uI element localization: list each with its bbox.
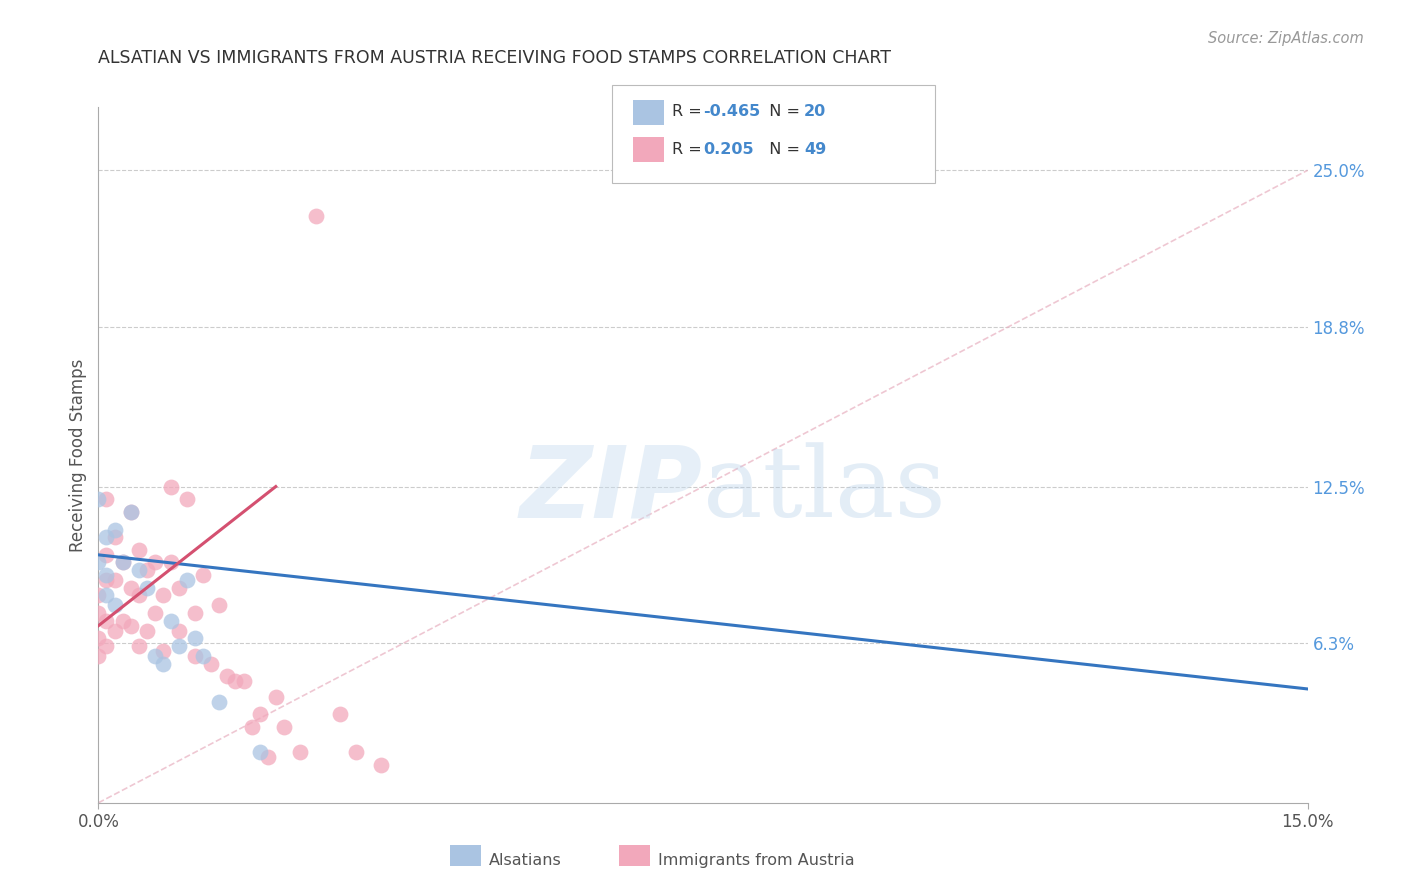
Point (193, 568, 215, 582)
Text: Source: ZipAtlas.com: Source: ZipAtlas.com (1208, 31, 1364, 46)
Point (184, 632, 207, 646)
Point (120, 505, 142, 519)
Point (143, 556, 166, 570)
Point (87, 606, 110, 620)
Point (224, 674, 246, 689)
Point (103, 573, 125, 587)
Text: N =: N = (759, 103, 806, 119)
Point (96, 639, 118, 653)
Text: 20: 20 (804, 103, 827, 119)
Point (160, 614, 183, 628)
Point (143, 606, 166, 620)
Point (96, 588, 118, 602)
Point (273, 720, 295, 734)
Text: atlas: atlas (703, 442, 946, 538)
Point (111, 614, 134, 628)
Point (96, 548, 118, 562)
Point (96, 530, 118, 544)
Point (370, 757, 392, 772)
Text: R =: R = (672, 103, 707, 119)
Point (176, 573, 198, 587)
Point (184, 606, 207, 620)
Point (217, 669, 239, 683)
Text: -0.465: -0.465 (703, 103, 761, 119)
Point (152, 644, 174, 658)
Point (87, 588, 110, 602)
Point (249, 745, 271, 759)
Point (128, 639, 150, 653)
Point (232, 674, 254, 689)
Point (103, 599, 125, 613)
Point (103, 530, 125, 544)
Point (96, 614, 118, 628)
Point (256, 750, 278, 764)
Point (249, 707, 271, 722)
Text: N =: N = (759, 142, 806, 157)
Point (329, 707, 352, 722)
Point (87, 556, 110, 570)
Point (152, 588, 174, 602)
Text: R =: R = (672, 142, 711, 157)
Point (103, 624, 125, 638)
Point (96, 573, 118, 587)
Point (120, 618, 142, 632)
Point (208, 695, 231, 709)
Point (120, 505, 142, 519)
Point (160, 556, 183, 570)
Point (111, 556, 134, 570)
Point (344, 745, 367, 759)
Point (87, 648, 110, 663)
Point (87, 632, 110, 646)
Point (111, 556, 134, 570)
Point (143, 648, 166, 663)
Point (87, 492, 110, 507)
Point (264, 690, 287, 704)
Point (160, 479, 183, 493)
Point (135, 624, 157, 638)
Text: Immigrants from Austria: Immigrants from Austria (658, 854, 855, 868)
Y-axis label: Receiving Food Stamps: Receiving Food Stamps (69, 359, 87, 551)
Point (128, 588, 150, 602)
Point (167, 624, 190, 638)
Point (193, 648, 215, 663)
Point (96, 568, 118, 582)
Text: ALSATIAN VS IMMIGRANTS FROM AUSTRIA RECEIVING FOOD STAMPS CORRELATION CHART: ALSATIAN VS IMMIGRANTS FROM AUSTRIA RECE… (98, 49, 891, 67)
Point (120, 581, 142, 595)
Point (167, 639, 190, 653)
Point (200, 657, 222, 671)
Point (96, 492, 118, 507)
Text: 49: 49 (804, 142, 827, 157)
Text: ZIP: ZIP (520, 442, 703, 538)
Point (176, 492, 198, 507)
Point (152, 657, 174, 671)
Text: Alsatians: Alsatians (489, 854, 562, 868)
Point (103, 523, 125, 537)
Point (184, 648, 207, 663)
Point (135, 581, 157, 595)
Point (167, 581, 190, 595)
Text: 0.205: 0.205 (703, 142, 754, 157)
Point (305, 209, 328, 223)
Point (135, 563, 157, 577)
Point (128, 542, 150, 557)
Point (128, 563, 150, 577)
Point (208, 599, 231, 613)
Point (240, 720, 263, 734)
Point (288, 745, 311, 759)
